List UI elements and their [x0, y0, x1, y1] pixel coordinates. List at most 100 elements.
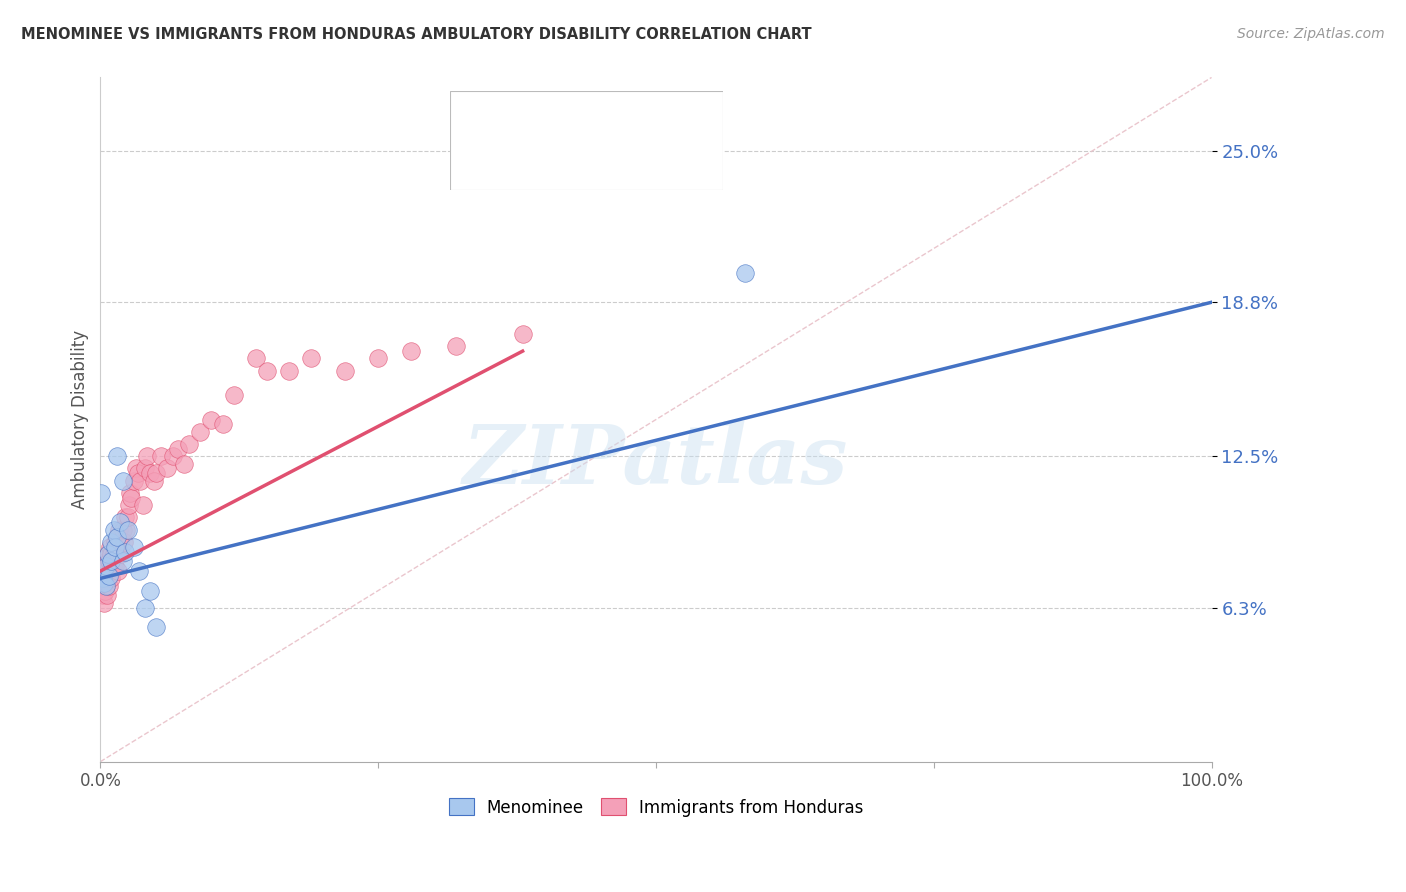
Point — [100, 554, 122, 568]
Point — [104, 540, 127, 554]
Point — [156, 461, 179, 475]
Point — [145, 467, 167, 481]
Y-axis label: Ambulatory Disability: Ambulatory Disability — [72, 330, 89, 509]
Point — [105, 530, 128, 544]
Point — [93, 576, 115, 591]
Point — [122, 474, 145, 488]
Point — [107, 547, 129, 561]
Point — [110, 515, 132, 529]
Point — [96, 589, 118, 603]
Point — [211, 417, 233, 432]
Point — [101, 559, 124, 574]
Point — [245, 351, 267, 366]
Point — [94, 583, 117, 598]
Text: ZIPatlas: ZIPatlas — [463, 421, 849, 500]
Point — [131, 498, 153, 512]
Point — [128, 564, 150, 578]
Point — [179, 437, 201, 451]
Point — [98, 540, 121, 554]
Point — [134, 600, 156, 615]
Point — [110, 547, 132, 561]
Point — [93, 596, 115, 610]
Point — [90, 486, 112, 500]
Point — [104, 559, 127, 574]
Point — [134, 461, 156, 475]
Point — [107, 564, 129, 578]
Point — [117, 523, 139, 537]
Point — [111, 523, 134, 537]
Point — [114, 544, 136, 558]
Point — [111, 474, 134, 488]
Text: Source: ZipAtlas.com: Source: ZipAtlas.com — [1237, 27, 1385, 41]
Point — [108, 523, 131, 537]
Point — [103, 547, 125, 561]
Point — [91, 589, 114, 603]
Point — [200, 412, 222, 426]
Point — [120, 486, 142, 500]
Point — [97, 547, 120, 561]
Point — [278, 364, 301, 378]
Point — [100, 534, 122, 549]
Text: MENOMINEE VS IMMIGRANTS FROM HONDURAS AMBULATORY DISABILITY CORRELATION CHART: MENOMINEE VS IMMIGRANTS FROM HONDURAS AM… — [21, 27, 811, 42]
Point — [100, 547, 122, 561]
Point — [125, 461, 148, 475]
Point — [94, 579, 117, 593]
Point — [139, 583, 162, 598]
Point — [167, 442, 190, 456]
Point — [91, 571, 114, 585]
Point — [104, 534, 127, 549]
Point — [111, 554, 134, 568]
Point — [301, 351, 323, 366]
Point — [734, 266, 756, 280]
Point — [444, 339, 467, 353]
Point — [117, 510, 139, 524]
Point — [150, 449, 173, 463]
Point — [333, 364, 356, 378]
Point — [118, 498, 141, 512]
Point — [110, 534, 132, 549]
Point — [93, 564, 115, 578]
Legend: Menominee, Immigrants from Honduras: Menominee, Immigrants from Honduras — [441, 792, 870, 823]
Point — [105, 449, 128, 463]
Point — [98, 564, 121, 578]
Point — [129, 474, 152, 488]
Point — [173, 457, 195, 471]
Point — [91, 571, 114, 585]
Point — [136, 449, 159, 463]
Point — [139, 467, 162, 481]
Point — [401, 344, 423, 359]
Point — [114, 510, 136, 524]
Point — [96, 559, 118, 574]
Point — [94, 571, 117, 585]
Point — [89, 583, 111, 598]
Point — [97, 547, 120, 561]
Point — [90, 559, 112, 574]
Point — [122, 540, 145, 554]
Point — [98, 579, 121, 593]
Point — [103, 523, 125, 537]
Point — [142, 474, 165, 488]
Point — [512, 326, 534, 341]
Point — [145, 620, 167, 634]
Point — [94, 579, 117, 593]
Point — [222, 388, 245, 402]
Point — [162, 449, 184, 463]
Point — [256, 364, 278, 378]
Point — [112, 534, 135, 549]
Point — [89, 571, 111, 585]
Point — [121, 491, 143, 505]
Point — [104, 540, 127, 554]
Point — [367, 351, 389, 366]
Point — [100, 571, 122, 585]
Point — [115, 523, 138, 537]
Point — [105, 530, 128, 544]
Point — [98, 569, 121, 583]
Point — [90, 579, 112, 593]
Point — [97, 571, 120, 585]
Point — [98, 554, 121, 568]
Point — [666, 168, 689, 182]
Point — [127, 467, 149, 481]
Point — [190, 425, 212, 439]
Point — [94, 559, 117, 574]
Point — [94, 554, 117, 568]
